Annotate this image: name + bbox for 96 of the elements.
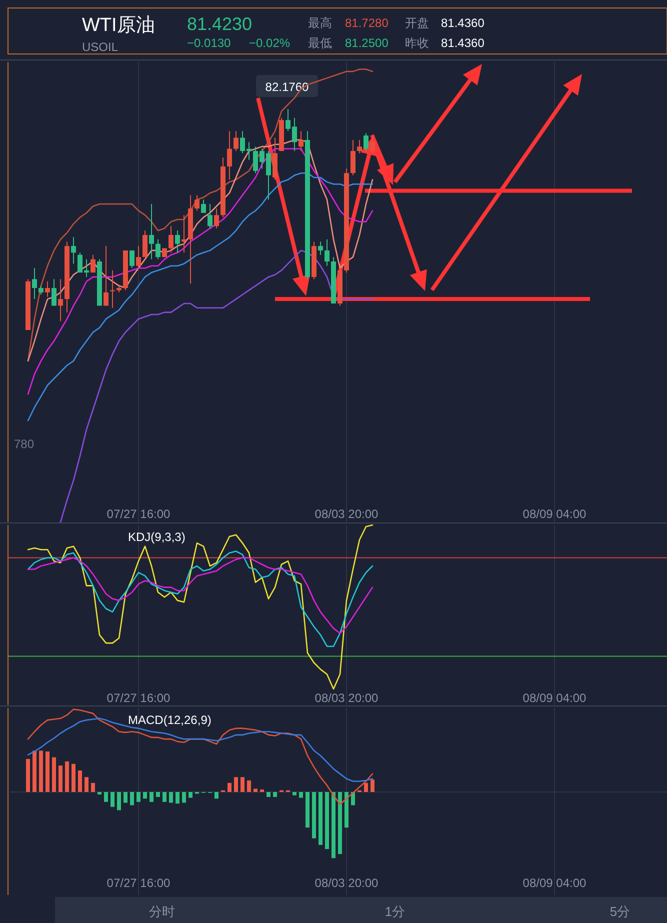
bar <box>312 792 316 838</box>
bar <box>234 777 238 792</box>
bar <box>273 792 277 797</box>
candlestick <box>214 208 219 229</box>
candlestick <box>110 270 115 308</box>
bar <box>228 782 232 792</box>
bar <box>39 750 43 792</box>
candlestick <box>45 280 50 298</box>
candlestick <box>168 226 174 254</box>
bar <box>46 751 50 792</box>
text: 780 <box>14 437 34 451</box>
bar <box>318 792 322 845</box>
candlestick <box>149 204 154 260</box>
bar <box>156 792 160 797</box>
bar <box>247 780 251 792</box>
text: 1分 <box>384 904 406 919</box>
x-tick-label: 08/03 20:00 <box>314 507 379 521</box>
text: 开盘 <box>405 16 429 30</box>
bar <box>325 792 329 850</box>
candlestick <box>201 199 206 214</box>
bar <box>292 792 296 796</box>
bar <box>169 792 173 803</box>
candlestick <box>71 236 76 264</box>
text: 81.7280 <box>345 16 389 30</box>
text: 分时 <box>149 904 175 919</box>
text: 昨收 <box>405 36 429 50</box>
bar <box>143 792 147 799</box>
bar <box>364 782 368 792</box>
bar <box>370 780 374 792</box>
bar <box>150 792 154 802</box>
candlestick <box>156 238 160 260</box>
candlestick <box>142 230 148 258</box>
candlestick <box>58 278 63 322</box>
bar <box>266 792 270 797</box>
bar <box>65 761 69 792</box>
candlestick <box>324 238 330 266</box>
text: −0.0130 <box>187 36 232 50</box>
bar <box>110 792 114 807</box>
bar <box>136 792 140 802</box>
bar <box>332 792 336 858</box>
bar <box>78 770 82 792</box>
x-tick-label: 07/27 16:00 <box>106 507 171 521</box>
text: 81.4230 <box>187 14 252 34</box>
bar <box>182 792 186 803</box>
text: 81.4360 <box>441 36 485 50</box>
candlestick <box>234 130 238 152</box>
bar <box>214 792 218 799</box>
x-tick-label: 07/27 16:00 <box>106 691 171 705</box>
candlestick <box>208 204 212 229</box>
candlestick <box>130 250 134 269</box>
candlestick <box>318 241 323 256</box>
x-tick-label: 08/03 20:00 <box>314 691 379 705</box>
bar <box>84 777 88 792</box>
bar <box>104 792 108 802</box>
text: −0.02% <box>249 36 290 50</box>
candlestick <box>32 268 37 300</box>
text: WTI原油 <box>82 15 155 36</box>
x-tick-label: 08/03 20:00 <box>314 876 379 890</box>
bar <box>124 792 128 803</box>
candlestick <box>194 194 200 212</box>
bar <box>299 792 303 798</box>
candlestick <box>227 130 232 180</box>
text: 最低 <box>308 36 332 50</box>
chart-title: MACD(12,26,9) <box>128 713 212 727</box>
bar <box>32 750 36 792</box>
bar <box>176 792 180 804</box>
bar <box>58 766 62 792</box>
x-tick-label: 08/09 04:00 <box>522 876 587 890</box>
text: USOIL <box>82 40 118 54</box>
text: 81.4360 <box>441 16 485 30</box>
candlestick <box>104 246 108 306</box>
bar <box>344 792 348 828</box>
text: 5分 <box>610 904 630 919</box>
bar <box>188 792 192 798</box>
bar <box>162 792 166 802</box>
candlestick <box>90 254 96 274</box>
bar <box>306 792 310 828</box>
text: 81.2500 <box>345 36 389 50</box>
bar <box>26 758 30 792</box>
x-tick-label: 07/27 16:00 <box>106 876 171 890</box>
bar <box>72 764 76 792</box>
bar <box>254 788 258 792</box>
x-tick-label: 08/09 04:00 <box>522 507 587 521</box>
bar <box>52 757 56 792</box>
x-tick-label: 08/09 04:00 <box>522 691 587 705</box>
chart-title: KDJ(9,3,3) <box>128 530 186 544</box>
bar <box>117 792 121 810</box>
text: 最高 <box>308 16 332 30</box>
candlestick <box>52 278 56 306</box>
candlestick <box>182 214 186 254</box>
bar <box>338 792 342 854</box>
candlestick <box>175 230 180 254</box>
bar <box>240 777 244 792</box>
bar <box>130 792 134 806</box>
bar <box>91 782 95 792</box>
candlestick <box>136 246 141 269</box>
